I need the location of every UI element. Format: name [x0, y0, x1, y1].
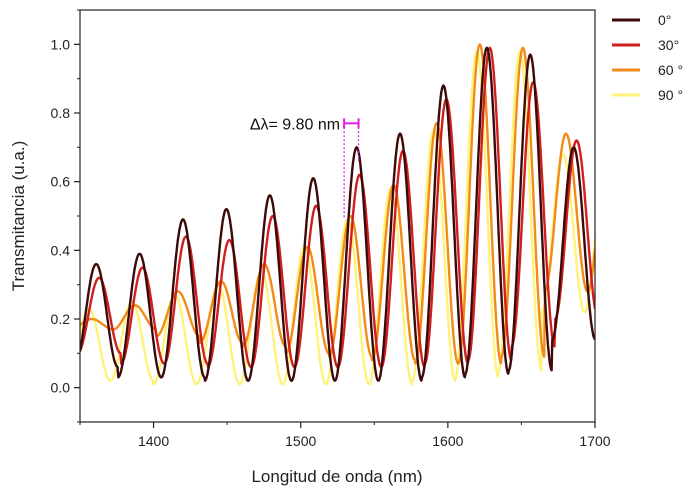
- legend-label-3: 90 °: [658, 87, 683, 103]
- series-layer: [80, 43, 595, 386]
- x-tick-label: 1400: [138, 433, 169, 449]
- legend: 0° 30° 60 ° 90 °: [612, 12, 683, 103]
- y-tick-label: 0.4: [51, 242, 71, 258]
- legend-label-2: 60 °: [658, 62, 683, 78]
- x-tick-label: 1700: [579, 433, 610, 449]
- y-tick-label: 0.0: [51, 380, 71, 396]
- annotation-layer: Δλ= 9.80 nm: [250, 116, 360, 220]
- legend-label-0: 0°: [658, 12, 671, 28]
- y-tick-label: 1.0: [51, 36, 71, 52]
- annotation-delta-lambda: Δλ= 9.80 nm: [250, 116, 340, 133]
- x-tick-label: 1600: [432, 433, 463, 449]
- y-tick-label: 0.2: [51, 311, 71, 327]
- series-line-3: [80, 50, 595, 386]
- series-line-0: [80, 46, 595, 382]
- series-line-2: [80, 43, 595, 365]
- legend-label-1: 30°: [658, 37, 679, 53]
- x-axis-title: Longitud de onda (nm): [251, 467, 422, 486]
- axis-ticks: 1400 1500 1600 1700 0.0 0.2 0.4 0.6 0.8 1.0: [51, 9, 611, 449]
- y-tick-label: 0.6: [51, 174, 71, 190]
- y-axis-title: Transmitancia (u.a.): [9, 141, 28, 292]
- y-tick-label: 0.8: [51, 105, 71, 121]
- x-tick-label: 1500: [285, 433, 316, 449]
